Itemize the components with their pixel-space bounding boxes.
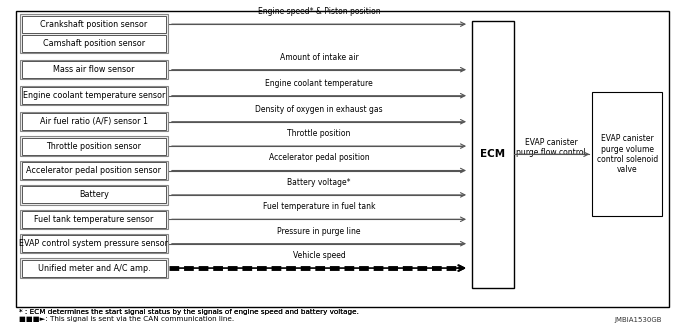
FancyBboxPatch shape [20, 60, 168, 79]
Text: EVAP canister
purge volume
control solenoid
valve: EVAP canister purge volume control solen… [596, 134, 658, 174]
FancyBboxPatch shape [22, 16, 166, 32]
FancyBboxPatch shape [22, 211, 166, 228]
Text: Vehicle speed: Vehicle speed [292, 251, 345, 260]
FancyBboxPatch shape [20, 185, 168, 205]
Text: Crankshaft position sensor: Crankshaft position sensor [41, 20, 148, 29]
Text: * : ECM determines the start signal status by the signals of engine speed and ba: * : ECM determines the start signal stat… [19, 309, 359, 315]
Text: Throttle position: Throttle position [287, 129, 351, 138]
FancyBboxPatch shape [22, 260, 166, 277]
FancyBboxPatch shape [20, 258, 168, 278]
Text: * : ECM determines the start signal status by the signals of engine speed and ba: * : ECM determines the start signal stat… [19, 309, 359, 315]
FancyBboxPatch shape [592, 92, 662, 216]
Text: Mass air flow sensor: Mass air flow sensor [53, 65, 135, 74]
Text: EVAP canister
purge flow control: EVAP canister purge flow control [517, 138, 586, 157]
FancyBboxPatch shape [20, 234, 168, 254]
FancyBboxPatch shape [22, 87, 166, 104]
Text: Accelerator pedal position: Accelerator pedal position [269, 154, 369, 162]
Text: JMBIA1530GB: JMBIA1530GB [615, 318, 662, 323]
Text: ■■■►: This signal is sent via the CAN communication line.: ■■■►: This signal is sent via the CAN co… [19, 316, 234, 322]
FancyBboxPatch shape [22, 235, 166, 252]
FancyBboxPatch shape [20, 14, 168, 53]
FancyBboxPatch shape [22, 162, 166, 179]
FancyBboxPatch shape [22, 113, 166, 130]
Text: Pressure in purge line: Pressure in purge line [277, 227, 361, 236]
FancyBboxPatch shape [22, 138, 166, 154]
Text: Throttle position sensor: Throttle position sensor [47, 142, 141, 151]
Text: Unified meter and A/C amp.: Unified meter and A/C amp. [38, 264, 150, 273]
FancyBboxPatch shape [20, 161, 168, 180]
Text: ECM: ECM [481, 149, 506, 159]
Text: Engine speed* & Piston position: Engine speed* & Piston position [258, 7, 380, 16]
FancyBboxPatch shape [473, 21, 514, 288]
Text: Fuel temperature in fuel tank: Fuel temperature in fuel tank [263, 202, 375, 211]
Text: Accelerator pedal position sensor: Accelerator pedal position sensor [26, 166, 162, 175]
Text: Battery voltage*: Battery voltage* [287, 178, 351, 187]
FancyBboxPatch shape [20, 210, 168, 229]
Text: Fuel tank temperature sensor: Fuel tank temperature sensor [35, 215, 154, 224]
Text: Amount of intake air: Amount of intake air [280, 52, 358, 62]
FancyBboxPatch shape [20, 112, 168, 132]
Text: EVAP control system pressure sensor: EVAP control system pressure sensor [20, 239, 169, 248]
FancyBboxPatch shape [16, 11, 669, 307]
FancyBboxPatch shape [22, 61, 166, 78]
FancyBboxPatch shape [20, 86, 168, 106]
Text: Engine coolant temperature: Engine coolant temperature [265, 79, 373, 88]
FancyBboxPatch shape [20, 136, 168, 156]
FancyBboxPatch shape [22, 35, 166, 52]
FancyBboxPatch shape [22, 186, 166, 203]
Text: Engine coolant temperature sensor: Engine coolant temperature sensor [23, 91, 165, 100]
Text: Density of oxygen in exhaust gas: Density of oxygen in exhaust gas [255, 105, 383, 113]
Text: Air fuel ratio (A/F) sensor 1: Air fuel ratio (A/F) sensor 1 [40, 117, 148, 126]
Text: Camshaft position sensor: Camshaft position sensor [43, 39, 145, 48]
Text: Battery: Battery [79, 190, 109, 199]
